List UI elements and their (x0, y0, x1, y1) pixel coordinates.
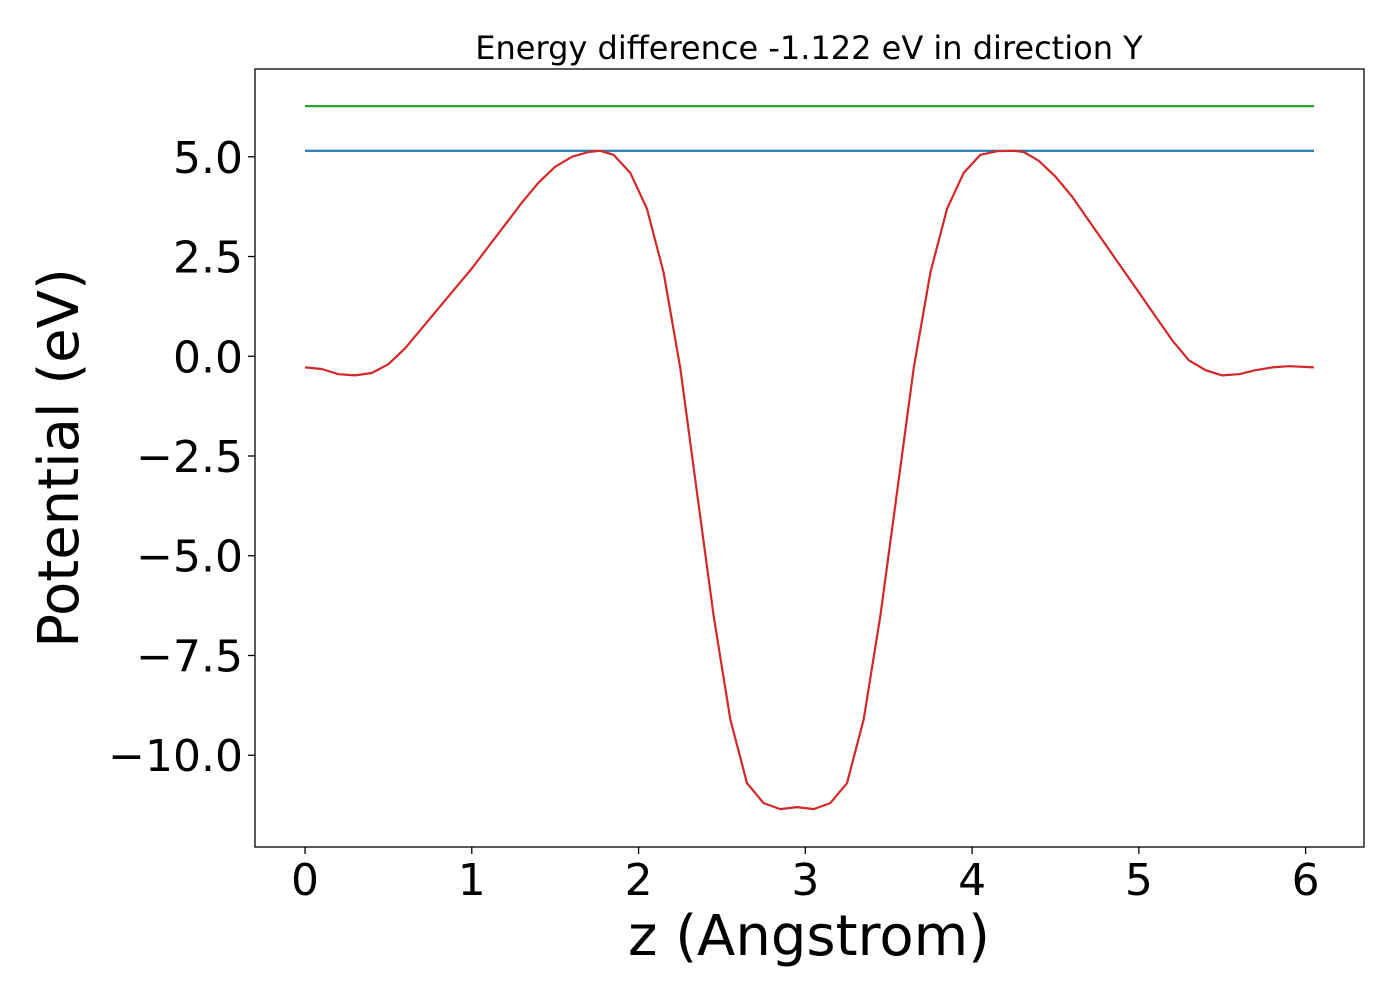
x-tick-label: 2 (625, 855, 653, 906)
y-axis-label: Potential (eV) (27, 268, 92, 648)
x-axis: 0 1 2 3 4 5 6 (291, 847, 1320, 906)
x-axis-label: z (Angstrom) (628, 904, 990, 969)
y-tick-label: −5.0 (136, 532, 243, 583)
chart-title: Energy difference -1.122 eV in direction… (475, 29, 1143, 67)
y-tick-label: −2.5 (136, 432, 243, 483)
x-tick-label: 1 (458, 855, 486, 906)
y-axis: −10.0 −7.5 −5.0 −2.5 0.0 2.5 5.0 (108, 133, 255, 782)
y-tick-label: 2.5 (173, 233, 243, 284)
x-tick-label: 0 (291, 855, 319, 906)
series-layer (304, 104, 1315, 811)
plot-frame (254, 68, 1365, 848)
x-tick-label: 6 (1292, 855, 1320, 906)
x-tick-label: 4 (958, 855, 986, 906)
y-tick-label: 0.0 (173, 332, 243, 383)
x-tick-label: 3 (791, 855, 819, 906)
y-tick-label: −7.5 (136, 631, 243, 682)
y-tick-label: −10.0 (108, 731, 243, 782)
y-tick-label: 5.0 (173, 133, 243, 184)
series-line-2 (304, 149, 1315, 811)
x-tick-label: 5 (1125, 855, 1153, 906)
